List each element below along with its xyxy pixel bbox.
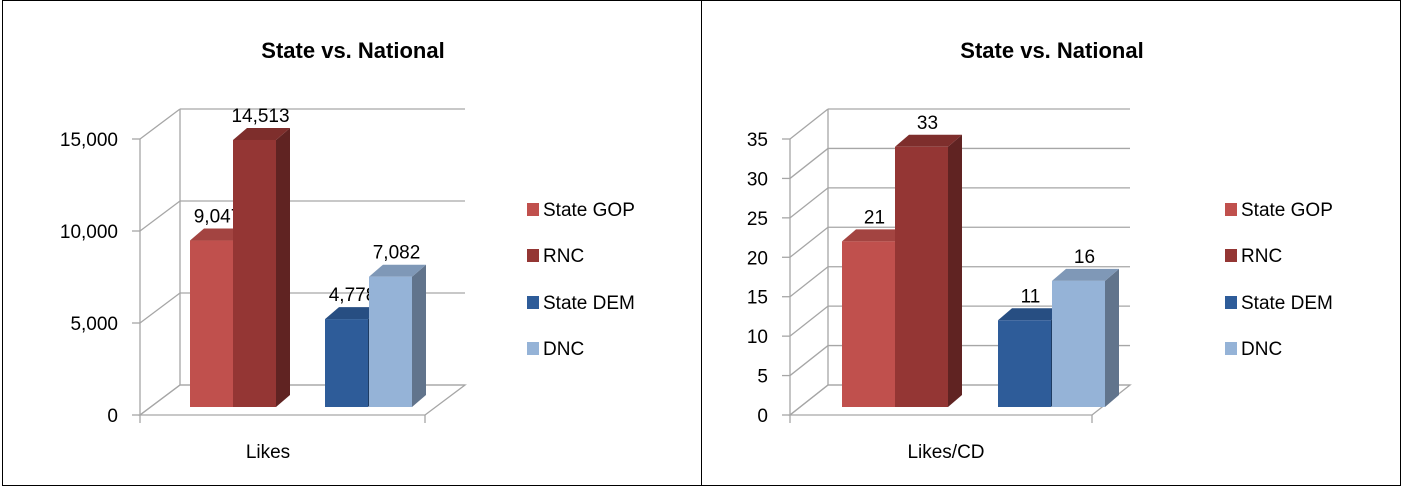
data-label: 14,513 — [231, 106, 289, 127]
y-tick-label: 15 — [747, 288, 768, 309]
gridline-side — [789, 345, 829, 377]
gridline-side — [789, 108, 829, 140]
gridline-side — [139, 200, 181, 232]
bar-side — [1105, 268, 1119, 407]
bar-side — [948, 134, 962, 407]
bar — [1052, 268, 1119, 407]
bar-front — [998, 320, 1051, 407]
bar-front — [369, 276, 412, 407]
legend-swatch — [527, 296, 539, 309]
y-tick-label: 0 — [757, 406, 768, 427]
legend-label: DNC — [543, 339, 584, 360]
legend-swatch — [1225, 249, 1237, 262]
category-label: Likes/CD — [907, 442, 984, 463]
legend-label: State DEM — [543, 293, 635, 314]
legend-swatch — [527, 203, 539, 216]
legend-label: RNC — [1241, 246, 1282, 267]
bar — [895, 134, 962, 407]
y-tick-label: 30 — [747, 169, 768, 190]
legend-label: DNC — [1241, 339, 1282, 360]
y-tick-label: 0 — [107, 406, 118, 427]
legend-label: State GOP — [543, 200, 635, 221]
gridline-side — [139, 108, 181, 140]
data-label: 9,047 — [194, 207, 242, 228]
bar-front — [895, 146, 948, 407]
legend-swatch — [1225, 203, 1237, 216]
bar-top — [325, 307, 382, 320]
y-tick-label: 35 — [747, 130, 768, 151]
legend-swatch — [1225, 342, 1237, 355]
gridline-side — [789, 226, 829, 258]
data-label: 7,082 — [373, 243, 421, 264]
bar-front — [325, 319, 368, 407]
y-tick-label: 15,000 — [60, 130, 118, 151]
y-tick-label: 5 — [757, 367, 768, 388]
bar-top — [233, 127, 290, 140]
bar-top — [190, 228, 247, 241]
chart-title: State vs. National — [261, 38, 444, 63]
y-tick-label: 5,000 — [70, 314, 118, 335]
bar-side — [412, 264, 426, 407]
bar — [369, 264, 426, 407]
gridline-side — [789, 147, 829, 179]
category-label: Likes — [246, 442, 290, 463]
y-tick-label: 10 — [747, 327, 768, 348]
bar-front — [190, 240, 233, 407]
chart-likes-per-cd: State vs. National 0 5 10 15 20 25 30 35 Likes/CD… — [747, 38, 1333, 463]
bar-front — [233, 139, 276, 407]
gridline-side — [789, 187, 829, 219]
legend-label: RNC — [543, 246, 584, 267]
y-tick-label: 20 — [747, 248, 768, 269]
chart-title: State vs. National — [960, 38, 1143, 63]
bar-top — [369, 264, 426, 277]
y-tick-label: 10,000 — [60, 222, 118, 243]
data-label: 21 — [864, 207, 885, 228]
bar-front — [1052, 280, 1105, 407]
y-tick-label: 25 — [747, 209, 768, 230]
data-label: 16 — [1074, 247, 1095, 268]
bar-top — [895, 134, 962, 147]
data-label: 11 — [1021, 286, 1041, 307]
chart-panel-likes: State vs. National 0 5,000 10,000 15,000 Like… — [2, 0, 702, 486]
chart-floor — [788, 384, 1132, 416]
legend-swatch — [527, 342, 539, 355]
gridline-side — [789, 266, 829, 298]
chart-likes: State vs. National 0 5,000 10,000 15,000 Like… — [60, 38, 635, 463]
data-label: 33 — [917, 113, 938, 134]
bar-top — [1052, 268, 1119, 281]
bar-front — [842, 241, 895, 407]
gridline-side — [139, 292, 181, 324]
bar — [233, 127, 290, 407]
gridline-side — [789, 305, 829, 337]
legend-label: State DEM — [1241, 293, 1333, 314]
legend-swatch — [527, 249, 539, 262]
chart-floor — [138, 384, 467, 416]
chart-panel-likes-per-cd: State vs. National 0 5 10 15 20 25 30 35 Likes/CD… — [701, 0, 1401, 486]
legend-swatch — [1225, 296, 1237, 309]
bar-side — [276, 127, 290, 407]
bar-top — [842, 229, 909, 242]
legend-label: State GOP — [1241, 200, 1333, 221]
bar-top — [998, 308, 1065, 321]
data-label: 4,778 — [329, 285, 377, 306]
